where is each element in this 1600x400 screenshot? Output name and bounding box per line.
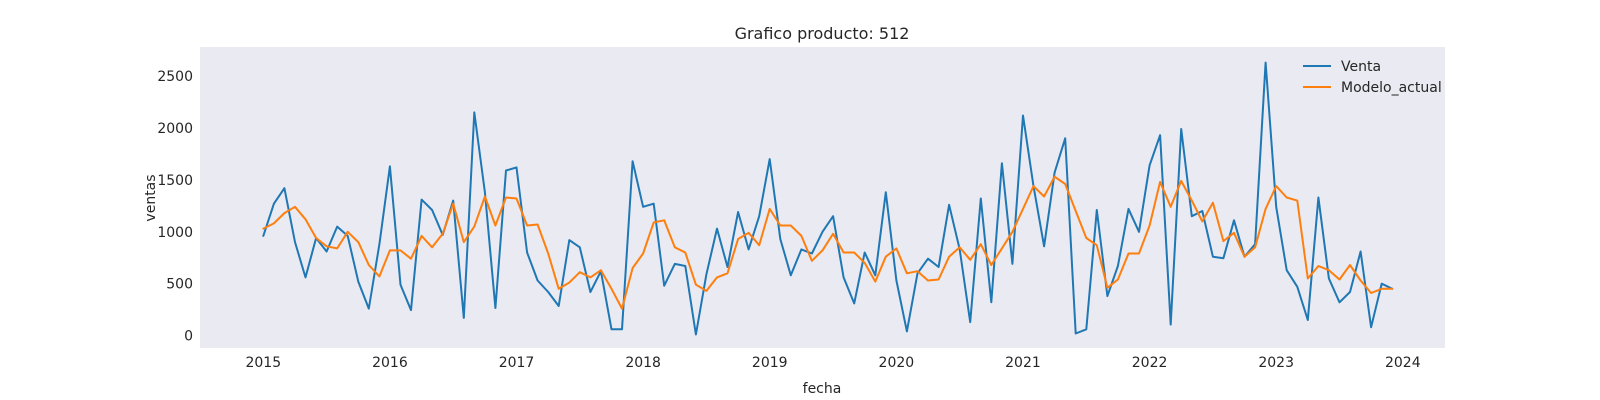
x-tick-label: 2019	[752, 355, 788, 371]
y-axis: 0 500 1000 1500 2000 2500	[157, 69, 193, 344]
y-tick-label: 500	[166, 277, 193, 293]
y-tick-label: 2500	[157, 69, 193, 85]
y-tick-label: 0	[184, 329, 193, 345]
x-tick-label: 2017	[499, 355, 535, 371]
x-tick-label: 2020	[879, 355, 915, 371]
plot-background	[200, 47, 1445, 348]
x-tick-label: 2023	[1258, 355, 1294, 371]
legend: Venta Modelo_actual	[1303, 59, 1442, 96]
y-tick-label: 2000	[157, 121, 193, 137]
x-tick-label: 2024	[1385, 355, 1421, 371]
x-axis-title: fecha	[803, 381, 842, 397]
y-tick-label: 1500	[157, 173, 193, 189]
series-line-modelo-actual	[262, 175, 1394, 310]
x-axis: 2015 2016 2017 2018 2019 2020 2021 2022 2023 2024	[245, 355, 1420, 371]
x-tick-label: 2015	[245, 355, 281, 371]
series-layer	[262, 61, 1394, 336]
x-tick-label: 2022	[1132, 355, 1168, 371]
chart-title: Grafico producto: 512	[735, 24, 910, 43]
y-axis-title: ventas	[143, 174, 159, 221]
legend-label: Venta	[1341, 59, 1381, 75]
x-tick-label: 2016	[372, 355, 408, 371]
y-tick-label: 1000	[157, 225, 193, 241]
x-tick-label: 2021	[1005, 355, 1041, 371]
x-tick-label: 2018	[625, 355, 661, 371]
legend-label: Modelo_actual	[1341, 80, 1442, 96]
